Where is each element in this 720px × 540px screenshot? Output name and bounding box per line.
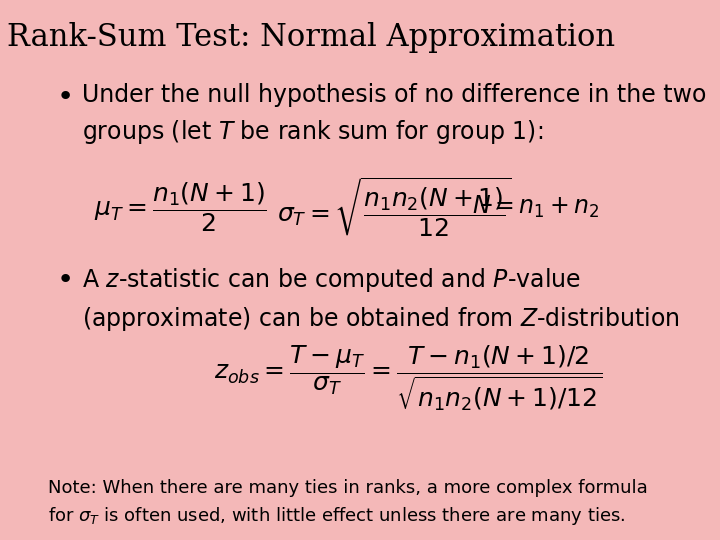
Text: $z_{obs} = \dfrac{T - \mu_T}{\sigma_T} = \dfrac{T - n_1(N+1)/2}{\sqrt{n_1 n_2(N+: $z_{obs} = \dfrac{T - \mu_T}{\sigma_T} =… [214,344,603,414]
Text: A $z$-statistic can be computed and $P$-value
(approximate) can be obtained from: A $z$-statistic can be computed and $P$-… [82,266,680,333]
Text: $\sigma_T = \sqrt{\dfrac{n_1 n_2(N+1)}{12}}$: $\sigma_T = \sqrt{\dfrac{n_1 n_2(N+1)}{1… [277,175,512,239]
Text: $N = n_1 + n_2$: $N = n_1 + n_2$ [472,194,600,220]
Text: •: • [57,83,74,111]
Text: Note: When there are many ties in ranks, a more complex formula
for $\sigma_T$ i: Note: When there are many ties in ranks,… [48,478,648,526]
Text: Under the null hypothesis of no difference in the two
groups (let $T$ be rank su: Under the null hypothesis of no differen… [82,83,707,146]
Text: •: • [57,266,74,294]
Text: $\mu_T = \dfrac{n_1(N+1)}{2}$: $\mu_T = \dfrac{n_1(N+1)}{2}$ [94,180,266,233]
Text: Rank-Sum Test: Normal Approximation: Rank-Sum Test: Normal Approximation [7,22,616,52]
